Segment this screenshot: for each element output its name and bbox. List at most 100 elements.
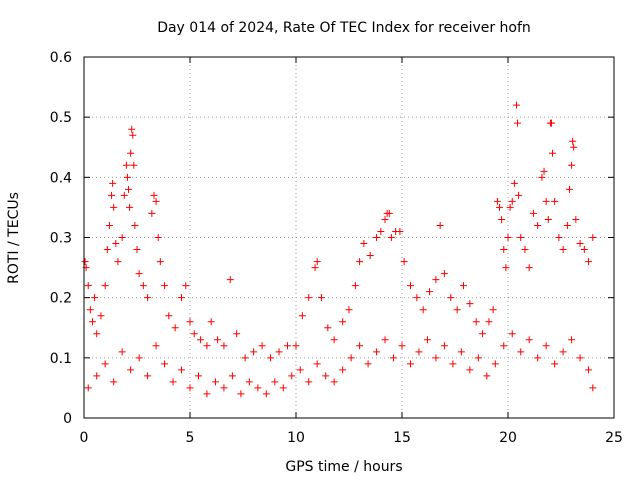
data-point: [139, 282, 147, 290]
data-point: [182, 282, 190, 290]
data-point: [330, 336, 338, 344]
data-point: [311, 264, 319, 272]
data-point: [109, 179, 117, 187]
data-point: [506, 203, 514, 211]
data-point: [135, 270, 143, 278]
data-point: [220, 342, 228, 350]
y-tick-label: 0.4: [50, 170, 72, 186]
data-point: [453, 306, 461, 314]
data-point: [220, 384, 228, 392]
x-tick-label: 5: [186, 430, 195, 446]
data-point: [515, 191, 523, 199]
data-point: [500, 246, 508, 254]
data-point: [517, 348, 525, 356]
data-point: [459, 282, 467, 290]
data-point: [544, 215, 552, 223]
x-tick-label: 15: [393, 430, 411, 446]
data-point: [127, 149, 135, 157]
x-tick-label: 0: [80, 430, 89, 446]
data-point: [398, 342, 406, 350]
y-tick-label: 0.3: [50, 231, 72, 247]
data-point: [447, 294, 455, 302]
data-point: [144, 294, 152, 302]
data-point: [559, 348, 567, 356]
data-point: [474, 354, 482, 362]
data-point: [144, 372, 152, 380]
data-point: [400, 258, 408, 266]
y-tick-label: 0.1: [50, 351, 72, 367]
data-point: [555, 234, 563, 241]
data-point: [133, 246, 141, 254]
data-point: [305, 378, 313, 386]
data-point: [298, 312, 306, 320]
data-points: [81, 101, 597, 398]
data-point: [214, 336, 222, 344]
y-tick-label: 0.6: [50, 50, 72, 66]
data-point: [377, 227, 385, 235]
chart-title: Day 014 of 2024, Rate Of TEC Index for r…: [157, 20, 531, 36]
data-point: [178, 366, 186, 374]
data-point: [366, 252, 374, 260]
data-point: [373, 348, 381, 356]
data-point: [491, 360, 499, 368]
data-point: [156, 258, 164, 266]
data-point: [135, 354, 143, 362]
data-point: [485, 318, 493, 326]
data-point: [97, 312, 105, 320]
data-point: [262, 390, 270, 398]
data-point: [568, 336, 576, 344]
data-point: [112, 240, 120, 248]
data-point: [120, 191, 128, 199]
data-point: [373, 234, 381, 241]
data-point: [498, 215, 506, 223]
data-point: [538, 173, 546, 181]
data-point: [385, 209, 393, 217]
x-tick-label: 20: [499, 430, 517, 446]
data-point: [345, 306, 353, 314]
data-point: [493, 197, 501, 205]
data-point: [356, 258, 364, 266]
data-point: [169, 378, 177, 386]
data-point: [440, 342, 448, 350]
data-point: [570, 143, 578, 151]
data-point: [339, 318, 347, 326]
data-point: [114, 258, 122, 266]
data-point: [178, 294, 186, 302]
data-point: [413, 294, 421, 302]
data-point: [396, 227, 404, 235]
data-point: [525, 336, 533, 344]
data-point: [585, 366, 593, 374]
data-point: [542, 342, 550, 350]
data-point: [521, 246, 529, 254]
data-point: [426, 288, 434, 296]
data-point: [432, 276, 440, 284]
data-point: [339, 366, 347, 374]
data-point: [186, 318, 194, 326]
data-point: [258, 342, 266, 350]
data-point: [228, 372, 236, 380]
data-point: [101, 282, 109, 290]
data-point: [504, 234, 512, 241]
data-point: [406, 282, 414, 290]
data-point: [105, 221, 113, 229]
data-point: [508, 197, 516, 205]
data-point: [148, 209, 156, 217]
x-tick-label: 10: [287, 430, 305, 446]
data-point: [275, 348, 283, 356]
data-point: [123, 173, 131, 181]
data-point: [190, 330, 198, 338]
data-point: [186, 384, 194, 392]
data-point: [534, 354, 542, 362]
y-axis-ticks: 0 0.1 0.2 0.3 0.4 0.5 0.6: [50, 50, 614, 427]
data-point: [154, 234, 162, 241]
data-point: [84, 282, 92, 290]
data-point: [563, 221, 571, 229]
data-point: [551, 360, 559, 368]
data-point: [203, 390, 211, 398]
data-point: [589, 234, 597, 241]
data-point: [466, 300, 474, 308]
data-point: [510, 179, 518, 187]
data-point: [512, 101, 520, 109]
data-point: [130, 161, 138, 169]
data-point: [150, 191, 158, 199]
